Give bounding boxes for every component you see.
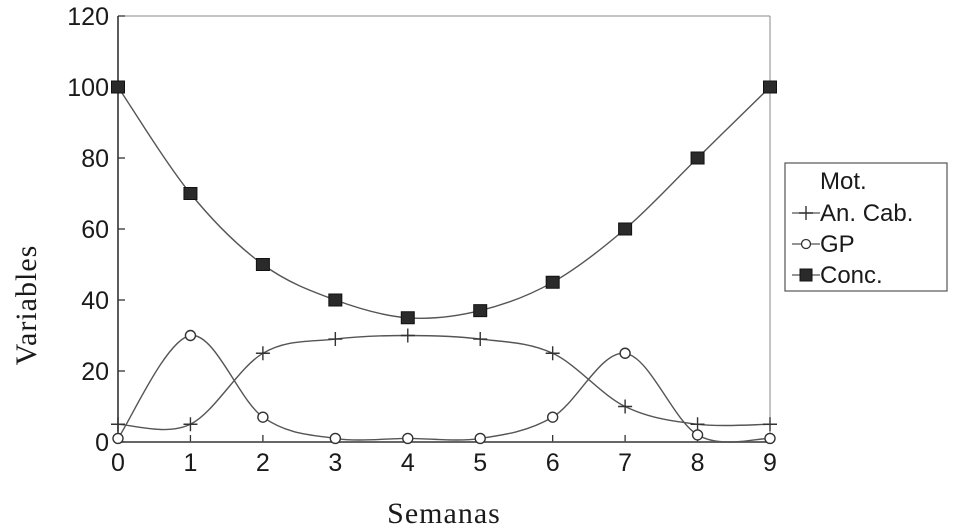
data-point-gp: [691, 429, 704, 441]
x-tick-label: 6: [546, 449, 560, 477]
x-tick-label: 9: [763, 449, 777, 477]
data-point-conc: [255, 258, 270, 271]
data-point-an-cab: [183, 417, 198, 432]
legend-label-an-cab: An. Cab.: [820, 200, 913, 227]
y-tick-label: 60: [81, 216, 109, 244]
legend-marker-plus-icon: [799, 206, 813, 220]
data-point-gp: [184, 329, 197, 342]
data-point-gp: [546, 411, 559, 423]
legend-entry-conc: Conc.: [792, 262, 883, 289]
series-line-conc: [117, 86, 771, 319]
data-point-conc: [473, 304, 488, 318]
data-point-gp: [112, 432, 124, 445]
legend-label-gp: GP: [820, 231, 855, 258]
x-axis-ticks: 0 1 2 3 4 5 6 7 8 9: [111, 435, 777, 477]
series-line-an-cab: [117, 334, 771, 431]
x-axis-title: Semanas: [387, 497, 501, 529]
legend-entry-an-cab: An. Cab.: [792, 200, 913, 227]
data-point-gp: [329, 432, 342, 445]
data-point-conc: [400, 311, 415, 325]
data-point-conc: [545, 275, 560, 289]
x-tick-label: 5: [473, 449, 487, 477]
data-point-an-cab: [545, 346, 560, 361]
data-point-conc: [183, 187, 198, 200]
data-point-conc: [618, 222, 633, 236]
data-point-gp: [257, 411, 269, 423]
data-point-an-cab: [255, 346, 270, 361]
data-point-conc: [111, 80, 125, 94]
legend-entry-gp: GP: [792, 231, 855, 258]
series-markers: [111, 80, 777, 445]
x-tick-label: 2: [256, 449, 270, 477]
legend-marker-circle-icon: [800, 238, 812, 250]
y-tick-label: 0: [95, 429, 109, 457]
data-point-conc: [328, 293, 343, 307]
data-point-conc: [690, 151, 705, 165]
legend-label-mot: Mot.: [820, 168, 867, 195]
x-tick-label: 3: [328, 449, 342, 477]
legend-label-conc: Conc.: [820, 262, 883, 289]
y-tick-label: 100: [67, 74, 109, 102]
y-tick-label: 20: [81, 358, 109, 386]
data-point-an-cab: [618, 399, 633, 414]
legend-marker-square-icon: [799, 268, 813, 282]
series-lines: [117, 86, 771, 443]
x-tick-label: 7: [618, 449, 632, 477]
y-axis-title: Variables: [10, 245, 43, 366]
x-tick-label: 8: [691, 449, 705, 477]
data-point-gp: [764, 432, 776, 445]
y-axis-ticks: 0 20 40 60 80 100 120: [67, 3, 125, 457]
data-point-an-cab: [328, 332, 343, 347]
x-tick-label: 0: [111, 449, 125, 477]
legend: Mot. An. Cab. GP Conc.: [784, 162, 948, 292]
data-point-an-cab: [690, 417, 705, 432]
data-point-an-cab: [473, 332, 488, 347]
data-point-an-cab: [111, 417, 125, 432]
data-point-an-cab: [763, 417, 777, 432]
data-point-gp: [474, 432, 486, 445]
legend-entry-mot: Mot.: [820, 168, 867, 195]
legend-box: [784, 162, 948, 292]
y-tick-label: 40: [81, 287, 109, 315]
data-point-gp: [402, 432, 414, 445]
plot-frame: [117, 15, 771, 443]
y-tick-label: 80: [81, 145, 109, 173]
y-tick-label: 120: [67, 3, 109, 31]
data-point-conc: [763, 80, 777, 94]
series-line-gp: [117, 334, 771, 443]
data-point-an-cab: [400, 328, 415, 343]
x-tick-label: 1: [183, 449, 197, 477]
x-tick-label: 4: [401, 449, 415, 477]
data-point-gp: [619, 347, 631, 359]
